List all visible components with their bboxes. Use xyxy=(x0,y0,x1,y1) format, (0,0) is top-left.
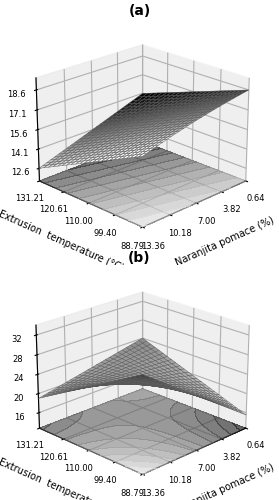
Title: (b): (b) xyxy=(128,252,151,266)
X-axis label: Naranjita pomace (%): Naranjita pomace (%) xyxy=(174,462,275,500)
Y-axis label: Extrusion  temperature (°C): Extrusion temperature (°C) xyxy=(0,456,125,500)
X-axis label: Naranjita pomace (%): Naranjita pomace (%) xyxy=(174,215,275,268)
Y-axis label: Extrusion  temperature (°C): Extrusion temperature (°C) xyxy=(0,209,125,274)
Title: (a): (a) xyxy=(128,4,151,18)
